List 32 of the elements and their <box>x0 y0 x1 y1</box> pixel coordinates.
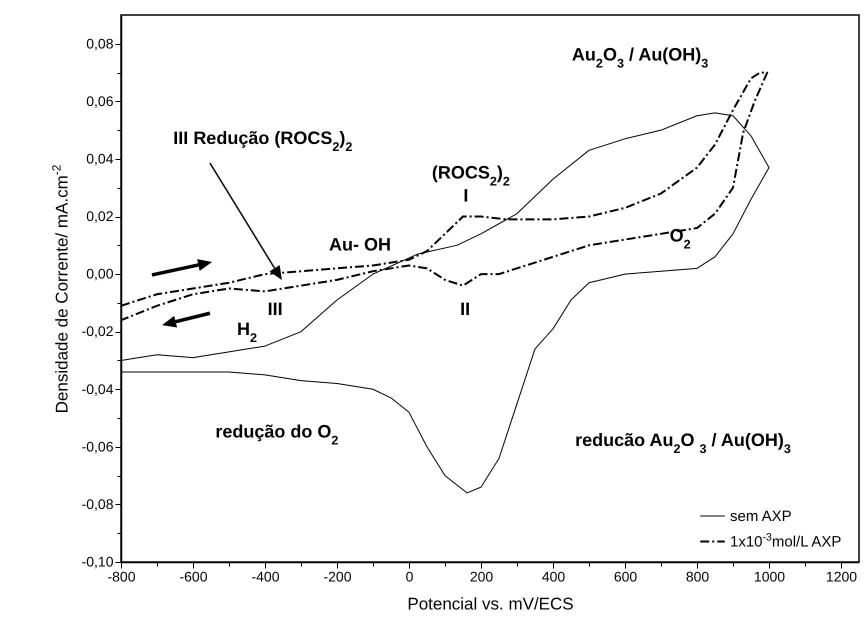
x-tick-label: 600 <box>614 568 638 584</box>
annotation: III Redução (ROCS$_{2}$)$_{2}$ <box>173 128 352 154</box>
x-tick-label: 800 <box>686 568 710 584</box>
annotation: reducão Au$_{2}$O $_{3}$ / Au(OH)$_{3}$ <box>575 430 791 456</box>
y-tick-label: 0,00 <box>86 266 114 282</box>
x-axis-title: Potencial vs. mV/ECS <box>407 594 574 614</box>
y-tick-label: 0,04 <box>86 150 114 166</box>
annotation: redução do O$_{2}$ <box>215 421 338 448</box>
y-tick-label: -0,10 <box>82 554 114 570</box>
legend-label: 1x10$^{-3}$mol/L AXP <box>730 532 842 550</box>
annotation: III <box>268 299 283 320</box>
y-tick-label: -0,02 <box>82 323 114 340</box>
x-tick-label: 0 <box>406 568 414 584</box>
x-tick-label: 1200 <box>826 568 858 584</box>
y-tick-label: 0,06 <box>86 92 114 109</box>
annotation: Au$_{2}$O$_{3}$ / Au(OH)$_{3}$ <box>572 44 708 70</box>
annotation: Au- OH <box>329 234 392 254</box>
x-tick-label: -600 <box>179 568 208 584</box>
annotation: II <box>460 299 470 320</box>
y-tick-label: 0,02 <box>86 208 114 224</box>
x-tick-label: -800 <box>107 568 136 584</box>
y-tick-label: 0,08 <box>86 35 114 52</box>
y-tick-label: -0,06 <box>82 438 114 454</box>
x-tick-label: 400 <box>542 568 566 584</box>
legend-label: sem AXP <box>730 508 792 525</box>
y-tick-label: -0,04 <box>82 380 114 397</box>
x-tick-label: -400 <box>251 568 280 584</box>
x-tick-label: 1000 <box>754 568 786 584</box>
x-tick-label: -200 <box>323 568 352 584</box>
x-tick-label: 200 <box>470 568 494 584</box>
annotation: H$_{2}$ <box>236 319 258 346</box>
y-tick-label: -0,08 <box>82 496 114 512</box>
